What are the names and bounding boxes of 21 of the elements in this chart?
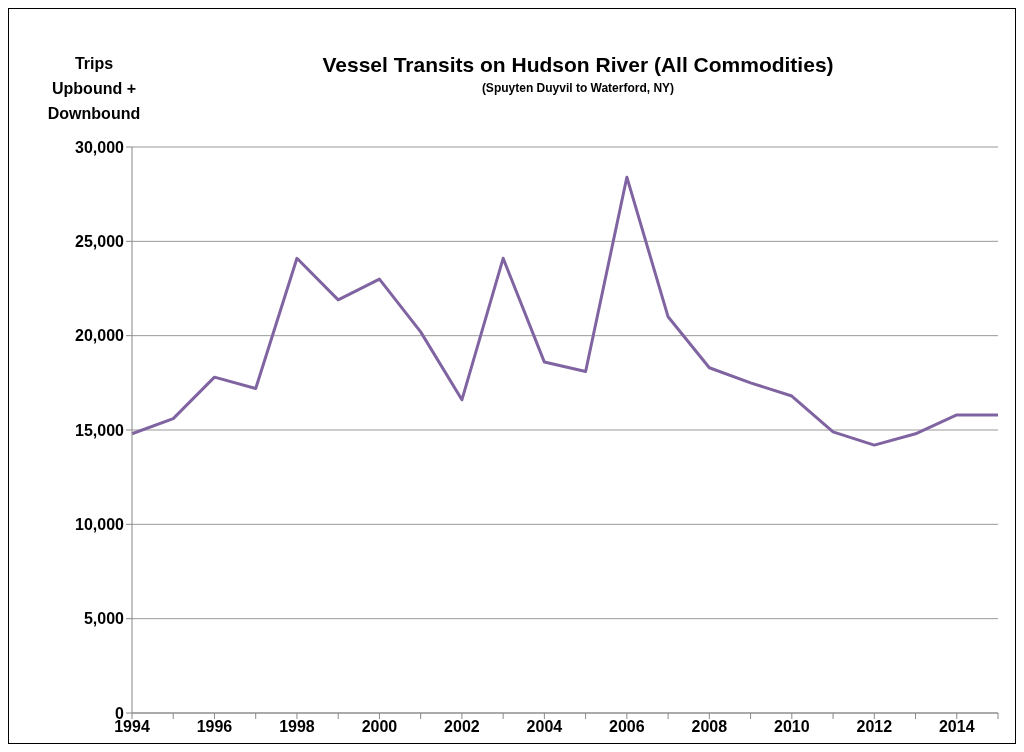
x-tick-label: 2000 <box>361 718 398 736</box>
line-series <box>130 175 1000 447</box>
x-tick-label: 2010 <box>774 718 810 736</box>
x-tick-label: 2012 <box>856 718 893 736</box>
y-tick-label: 15,000 <box>75 421 125 439</box>
x-tick-label: 2008 <box>691 718 728 736</box>
chart-title: Vessel Transits on Hudson River (All Commodities) <box>321 53 835 77</box>
x-tick-label: 1996 <box>196 718 233 736</box>
y-tick-label: 5,000 <box>83 610 125 628</box>
y-tick-label: 20,000 <box>75 327 125 345</box>
y-tick-label: 30,000 <box>75 138 125 156</box>
x-tick-label: 1994 <box>114 718 150 736</box>
x-tick-label: 1998 <box>279 718 315 736</box>
y-tick-label: 25,000 <box>75 233 125 251</box>
x-tick-label: 2004 <box>526 718 563 736</box>
y-axis-title: Trips Upbound + Downbound <box>46 54 142 124</box>
x-tick-label: 2002 <box>444 718 480 736</box>
chart-subtitle: (Spuyten Duyvil to Waterford, NY) <box>480 81 676 95</box>
x-tick-label: 2006 <box>609 718 645 736</box>
y-tick-label: 10,000 <box>75 516 125 534</box>
x-tick-label: 2014 <box>938 718 975 736</box>
